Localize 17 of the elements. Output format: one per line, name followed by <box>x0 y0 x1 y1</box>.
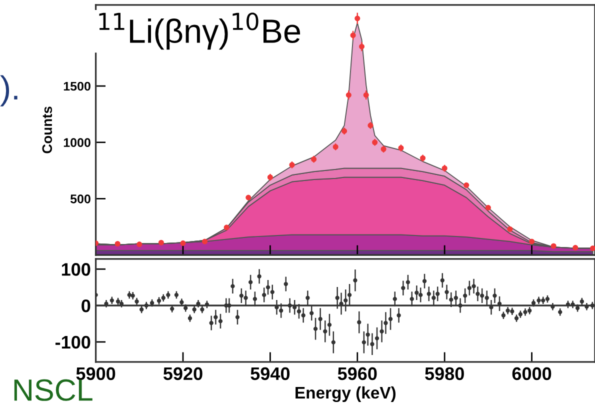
y-tick-label: 1000 <box>64 138 90 148</box>
y-tick-label: 500 <box>70 194 90 204</box>
y-tick-label: 1500 <box>64 82 90 91</box>
x-tick-label: 5920 <box>163 367 202 380</box>
chart-title: $^{11}$Li(βnγ)$^{10}$Be <box>99 12 300 50</box>
x-tick-label: 6000 <box>512 367 552 380</box>
text: ). <box>0 75 18 106</box>
y-tick-label: -100 <box>56 336 90 349</box>
text: NSCL <box>14 379 92 401</box>
x-axis-title: Energy (keV) <box>296 386 396 402</box>
y-tick-label: 0 <box>82 299 90 312</box>
x-tick-label: 5940 <box>250 367 290 380</box>
y-axis-title: Counts <box>42 106 52 154</box>
y-tick-label: 100 <box>62 263 90 276</box>
x-tick-label: 5980 <box>425 367 464 380</box>
x-tick-label: 5900 <box>76 367 116 380</box>
x-tick-label: 5960 <box>338 367 377 380</box>
